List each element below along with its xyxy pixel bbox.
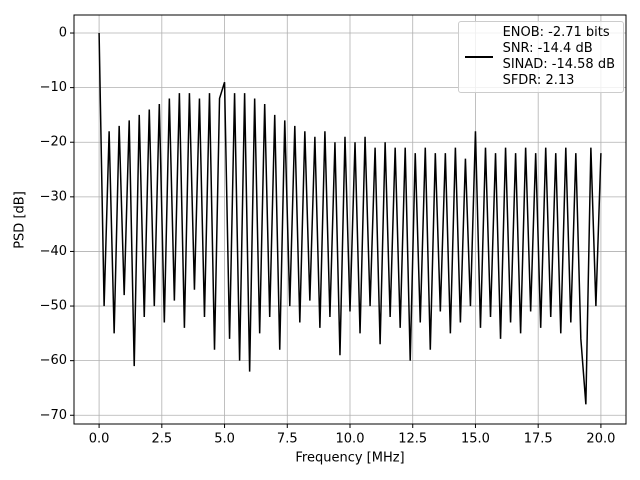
y-tick-label: −40 xyxy=(40,244,67,259)
y-axis-label: PSD [dB] xyxy=(13,191,28,249)
x-axis-label: Frequency [MHz] xyxy=(295,451,404,466)
legend: ENOB: -2.71 bits SNR: -14.4 dB SINAD: -1… xyxy=(457,21,624,93)
y-tick-label: −10 xyxy=(40,80,67,95)
legend-label: ENOB: -2.71 bits SNR: -14.4 dB SINAD: -1… xyxy=(502,25,615,88)
y-tick-label: −70 xyxy=(40,408,67,423)
x-tick-label: 2.5 xyxy=(151,432,172,447)
x-tick-label: 7.5 xyxy=(277,432,298,447)
x-tick-label: 15.0 xyxy=(461,432,490,447)
x-tick-label: 5.0 xyxy=(214,432,235,447)
x-tick-label: 10.0 xyxy=(336,432,365,447)
x-tick-label: 17.5 xyxy=(524,432,553,447)
y-tick-label: −20 xyxy=(40,135,67,150)
y-tick-label: −30 xyxy=(40,189,67,204)
y-tick-label: −60 xyxy=(40,353,67,368)
x-tick-label: 20.0 xyxy=(586,432,615,447)
y-tick-label: 0 xyxy=(59,26,67,41)
series-line xyxy=(98,33,602,405)
plot-frame xyxy=(73,14,627,425)
x-tick-label: 12.5 xyxy=(398,432,427,447)
y-tick-label: −50 xyxy=(40,299,67,314)
x-tick-label: 0.0 xyxy=(89,432,110,447)
legend-swatch xyxy=(464,56,493,58)
